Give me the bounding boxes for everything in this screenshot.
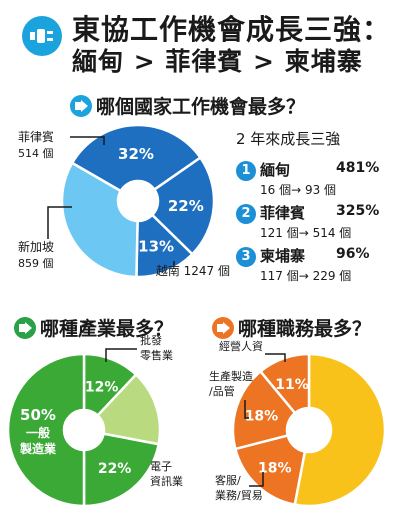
leader-line bbox=[249, 472, 264, 487]
percent-label: 18% bbox=[258, 460, 292, 476]
rank-badge: 1 bbox=[236, 161, 256, 181]
growth-item: 1 緬甸 481% 16 個→ 93 個 bbox=[236, 159, 406, 202]
percent-label: 50% bbox=[20, 406, 56, 424]
slice-label: 生產製造 bbox=[209, 369, 253, 383]
rank-badge: 2 bbox=[236, 204, 256, 224]
slice-value: 514 個 bbox=[18, 147, 54, 160]
pie-slice bbox=[293, 352, 387, 508]
arrow-icon bbox=[14, 316, 36, 339]
growth-country: 緬甸 bbox=[260, 161, 291, 179]
growth-percent: 96% bbox=[336, 246, 370, 262]
growth-percent: 481% bbox=[336, 160, 380, 176]
industry-chart-heading: 哪種產業最多？ bbox=[14, 314, 173, 341]
growth-detail: 16 個→ 93 個 bbox=[260, 183, 337, 197]
slice-label: 越南 1247 個 bbox=[156, 263, 230, 278]
slice-label: 業務/貿易 bbox=[215, 488, 263, 502]
leader-line bbox=[265, 353, 286, 362]
page-subtitle: 緬甸 > 菲律賓 > 柬埔寨 bbox=[72, 47, 363, 76]
pie-slice bbox=[82, 432, 161, 508]
percent-label: 22% bbox=[98, 461, 132, 477]
country-chart-title: 哪個國家工作機會最多？ bbox=[96, 96, 306, 118]
slice-label: 經營人資 bbox=[219, 339, 263, 353]
job-chart-title: 哪種職務最多？ bbox=[238, 318, 372, 340]
slice-label: 菲律賓 bbox=[18, 129, 54, 144]
header: 東協工作機會成長三強： 緬甸 > 菲律賓 > 柬埔寨 bbox=[0, 0, 410, 80]
leader-line bbox=[105, 348, 137, 362]
percent-label: 32% bbox=[118, 145, 154, 163]
slice-label: 零售業 bbox=[140, 348, 173, 362]
pie-slice bbox=[233, 433, 307, 507]
pie-slice bbox=[6, 352, 86, 508]
arrow-icon bbox=[70, 94, 92, 117]
growth-item: 3 柬埔寨 96% 117 個→ 229 個 bbox=[236, 245, 406, 288]
growth-detail: 117 個→ 229 個 bbox=[260, 269, 352, 283]
pie-slice bbox=[95, 372, 162, 446]
arrow-icon bbox=[212, 316, 234, 339]
rank-badge: 3 bbox=[236, 247, 256, 267]
industry-chart-title: 哪種產業最多？ bbox=[40, 318, 174, 340]
slice-label: 批發 bbox=[140, 334, 162, 347]
percent-label: 18% bbox=[245, 409, 279, 425]
slice-label: /品管 bbox=[209, 384, 235, 398]
job-chart-heading: 哪種職務最多？ bbox=[212, 314, 371, 341]
slice-label: 製造業 bbox=[19, 441, 57, 456]
plug-icon bbox=[22, 16, 62, 56]
slice-value: 859 個 bbox=[18, 257, 54, 270]
percent-label: 12% bbox=[85, 379, 119, 395]
pie-slice bbox=[231, 369, 297, 451]
pie-slice bbox=[60, 161, 139, 279]
growth-percent: 325% bbox=[336, 203, 380, 219]
percent-label: 13% bbox=[138, 237, 174, 255]
growth-title: 2 年來成長三強 bbox=[236, 130, 341, 148]
leader-line bbox=[244, 400, 249, 419]
page-title: 東協工作機會成長三強： bbox=[72, 13, 392, 46]
slice-label: 電子 bbox=[150, 460, 172, 473]
slice-label: 資訊業 bbox=[150, 474, 183, 488]
growth-detail: 121 個→ 514 個 bbox=[260, 226, 352, 240]
growth-panel: 2 年來成長三強 1 緬甸 481% 16 個→ 93 個 2 菲律賓 325%… bbox=[236, 128, 406, 288]
leader-line bbox=[47, 206, 72, 239]
pie-slice bbox=[258, 352, 311, 415]
growth-country: 柬埔寨 bbox=[260, 247, 306, 265]
slice-label: 新加坡 bbox=[18, 239, 54, 254]
percent-label: 11% bbox=[275, 377, 309, 393]
country-chart-heading: 哪個國家工作機會最多？ bbox=[70, 92, 305, 119]
slice-label: 客服/ bbox=[215, 473, 241, 487]
slice-label: 一般 bbox=[26, 425, 50, 440]
leader-line bbox=[70, 136, 105, 145]
percent-label: 22% bbox=[168, 197, 204, 215]
growth-item: 2 菲律賓 325% 121 個→ 514 個 bbox=[236, 202, 406, 245]
growth-country: 菲律賓 bbox=[260, 204, 306, 222]
